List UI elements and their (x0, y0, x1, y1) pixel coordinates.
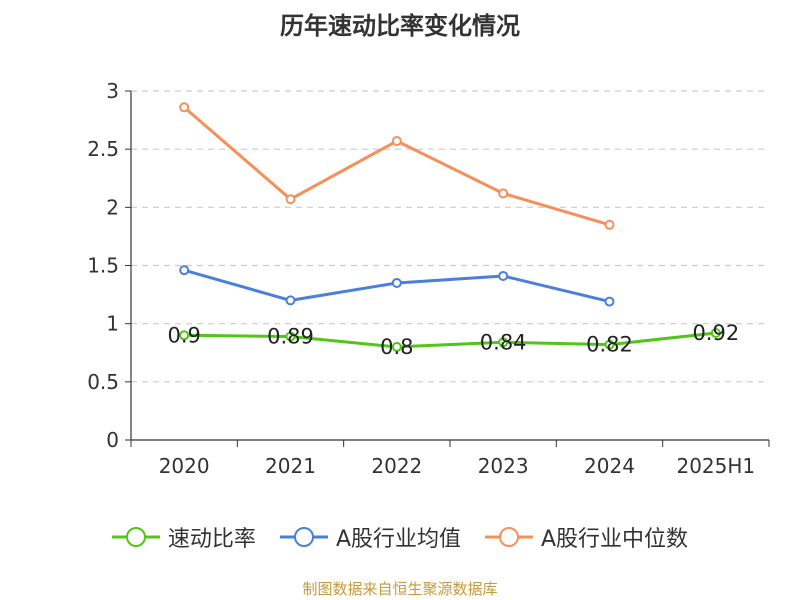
data-point (391, 341, 402, 352)
data-label: 0.9 (167, 323, 200, 347)
x-tick-label: 2024 (584, 454, 635, 478)
data-point (498, 337, 509, 348)
legend-swatch (485, 527, 533, 547)
data-point (285, 295, 296, 306)
data-point (604, 339, 615, 350)
data-label: 0.92 (692, 321, 739, 345)
legend-swatch (111, 527, 160, 547)
y-tick-label: 0 (106, 428, 119, 452)
x-tick-label: 2022 (371, 454, 422, 478)
y-tick-label: 2 (106, 195, 119, 219)
x-tick-label: 2023 (478, 454, 529, 478)
chart-legend: 速动比率 A股行业均值 A股行业中位数 (0, 520, 800, 554)
data-point (604, 296, 615, 307)
data-point (391, 136, 402, 147)
series-line (184, 331, 716, 349)
data-label: 0.89 (267, 324, 314, 348)
data-point (498, 188, 509, 199)
data-point (285, 331, 296, 342)
legend-item[interactable]: A股行业均值 (279, 521, 461, 553)
data-point (179, 265, 190, 276)
y-tick-label: 0.5 (87, 370, 119, 394)
line-chart: 0 0.5 1 1.5 2 2.5 3 2020 2021 2022 2023 2024 2025H1 0… (87, 79, 770, 478)
x-tick-label: 2021 (265, 454, 316, 478)
y-tick-label: 1.5 (87, 254, 119, 278)
data-point (604, 219, 615, 230)
y-tick-label: 3 (106, 79, 119, 103)
x-tick-label: 2025H1 (676, 454, 755, 478)
x-tick-label: 2020 (159, 454, 210, 478)
legend-item[interactable]: 速动比率 (111, 521, 256, 553)
data-point (179, 330, 190, 341)
legend-label: A股行业均值 (335, 527, 461, 552)
chart-title: 历年速动比率变化情况 (280, 12, 520, 40)
data-label: 0.84 (480, 330, 527, 354)
source-note: 制图数据来自恒生聚源数据库 (302, 580, 498, 598)
legend-label: A股行业中位数 (541, 527, 689, 552)
data-point (285, 194, 296, 205)
legend-swatch (279, 527, 328, 547)
y-tick-label: 2.5 (87, 137, 119, 161)
data-label: 0.8 (380, 335, 413, 359)
legend-item[interactable]: A股行业中位数 (485, 521, 688, 553)
data-point (179, 102, 190, 113)
data-point (498, 270, 509, 281)
data-point (710, 327, 721, 338)
data-point (391, 277, 402, 288)
legend-label: 速动比率 (167, 527, 256, 552)
data-label: 0.82 (586, 333, 633, 357)
y-tick-label: 1 (106, 312, 119, 336)
